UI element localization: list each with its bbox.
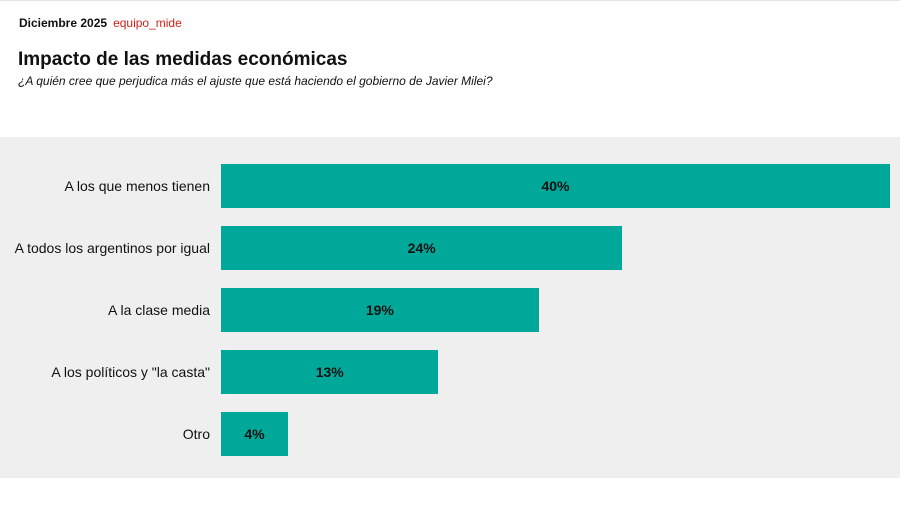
bar-label: A los que menos tienen [64, 178, 210, 194]
chart-subtitle: ¿A quién cree que perjudica más el ajust… [18, 74, 493, 88]
bar-value: 4% [244, 426, 265, 442]
bar-value: 24% [407, 240, 436, 256]
bar-row: A todos los argentinos por igual 24% [0, 226, 900, 270]
chart-title: Impacto de las medidas económicas [18, 49, 348, 70]
date-label: Diciembre 2025 [19, 16, 108, 30]
bar-label: Otro [182, 426, 210, 442]
bar-label: A los políticos y "la casta" [51, 364, 210, 380]
bar: 4% [221, 412, 288, 456]
source-label: equipo_mide [113, 16, 182, 30]
chart-panel: A los que menos tienen 40% A todos los a… [0, 137, 900, 478]
bar: 40% [221, 164, 890, 208]
bar-label: A todos los argentinos por igual [14, 240, 210, 256]
bar: 13% [221, 350, 439, 394]
bar-value: 19% [365, 302, 394, 318]
top-divider [0, 0, 900, 1]
bar-label: A la clase media [108, 302, 210, 318]
bar-row: A los políticos y "la casta" 13% [0, 350, 900, 394]
bar-row: Otro 4% [0, 412, 900, 456]
bar-row: A los que menos tienen 40% [0, 164, 900, 208]
bar: 19% [221, 288, 539, 332]
bar-value: 40% [541, 178, 570, 194]
bar: 24% [221, 226, 623, 270]
chart-meta: Diciembre 2025 equipo_mide [19, 16, 182, 30]
bar-value: 13% [315, 364, 344, 380]
bar-row: A la clase media 19% [0, 288, 900, 332]
